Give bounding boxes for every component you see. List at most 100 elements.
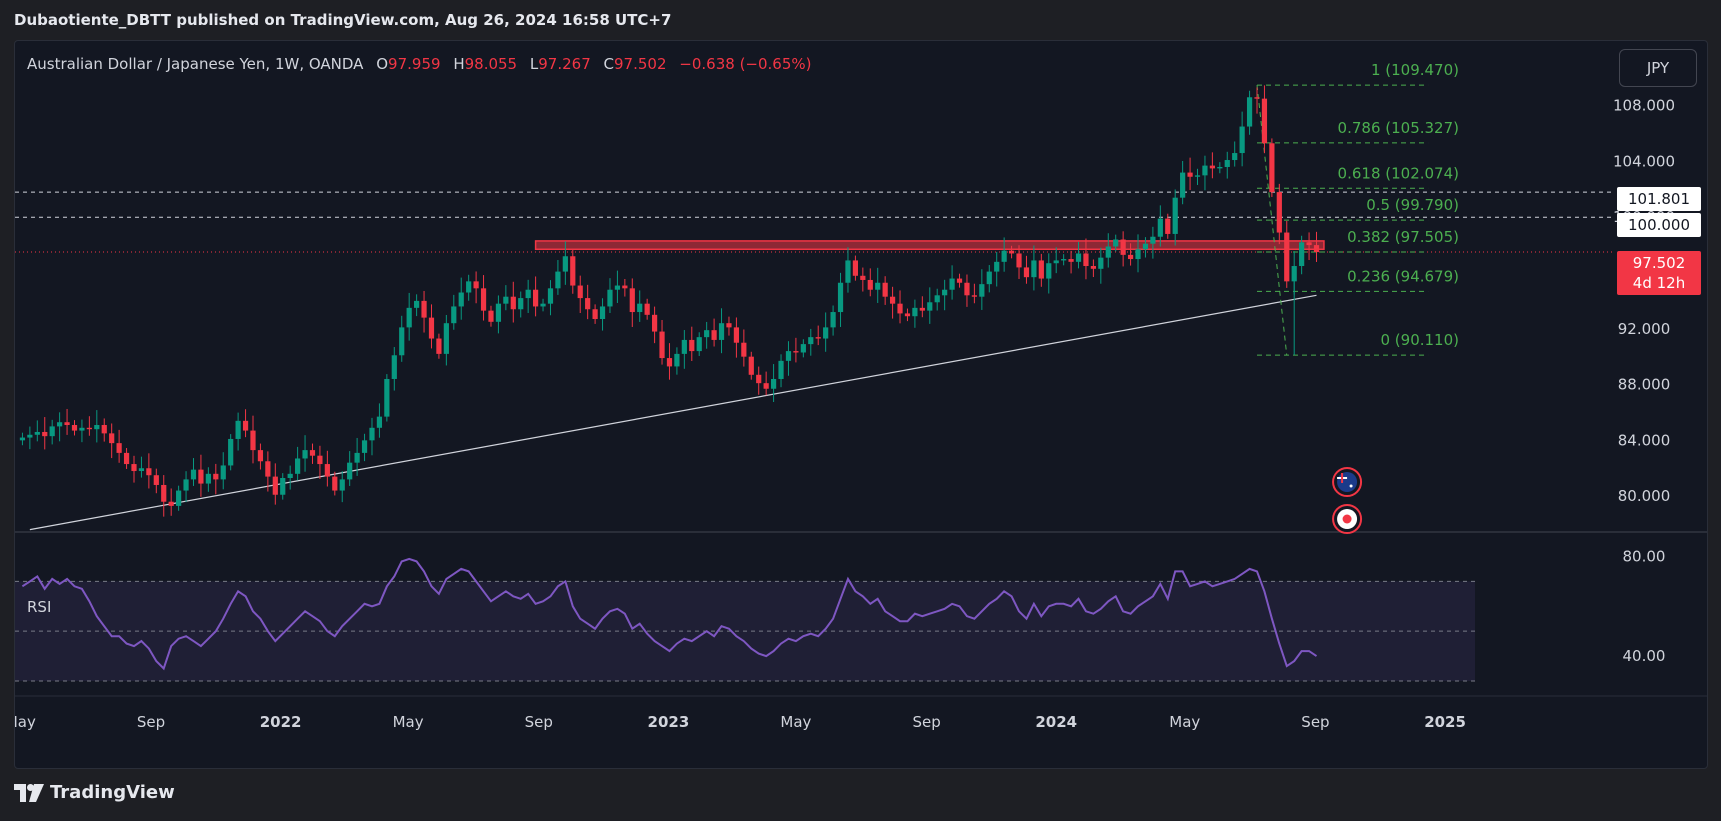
candle[interactable] <box>1075 241 1082 269</box>
candle[interactable] <box>42 417 48 450</box>
candle[interactable] <box>830 305 836 336</box>
candle[interactable] <box>116 429 122 463</box>
candle[interactable] <box>428 304 435 349</box>
candle[interactable] <box>674 347 680 375</box>
candle[interactable] <box>562 241 568 285</box>
candle[interactable] <box>57 412 63 442</box>
candle[interactable] <box>726 316 732 336</box>
candle[interactable] <box>815 325 821 346</box>
candle[interactable] <box>49 419 55 445</box>
candle[interactable] <box>332 471 338 496</box>
candle[interactable] <box>242 409 249 438</box>
candle[interactable] <box>1232 141 1238 167</box>
candle[interactable] <box>666 343 673 380</box>
candle[interactable] <box>1098 247 1104 284</box>
candle[interactable] <box>1001 237 1007 272</box>
candle[interactable] <box>1217 162 1223 174</box>
candle[interactable] <box>183 471 189 503</box>
candle[interactable] <box>1261 85 1268 154</box>
candle[interactable] <box>942 279 948 311</box>
candle[interactable] <box>1127 243 1134 266</box>
rsi-line[interactable] <box>21 557 1318 671</box>
candle[interactable] <box>599 298 606 331</box>
candle[interactable] <box>622 278 628 297</box>
candle[interactable] <box>986 265 992 293</box>
symbol-name[interactable]: Australian Dollar / Japanese Yen, 1W, OA… <box>27 55 364 73</box>
candle[interactable] <box>882 276 888 305</box>
candle[interactable] <box>1306 232 1312 261</box>
candle[interactable] <box>711 318 717 347</box>
candle[interactable] <box>689 326 695 361</box>
candle[interactable] <box>94 410 100 443</box>
candle[interactable] <box>763 371 769 396</box>
candle[interactable] <box>592 304 598 324</box>
australia-flag-icon[interactable] <box>1332 467 1363 497</box>
candle[interactable] <box>1269 138 1275 197</box>
candle[interactable] <box>971 283 977 304</box>
candle[interactable] <box>904 308 911 322</box>
candle[interactable] <box>287 465 293 490</box>
candle[interactable] <box>1090 259 1096 278</box>
candle[interactable] <box>510 281 516 323</box>
candle[interactable] <box>934 288 940 311</box>
candle[interactable] <box>228 434 234 471</box>
candle[interactable] <box>79 419 85 443</box>
candle[interactable] <box>808 328 814 356</box>
candle[interactable] <box>443 314 449 366</box>
candle[interactable] <box>376 403 383 438</box>
candle[interactable] <box>1135 234 1141 273</box>
candle[interactable] <box>785 341 792 376</box>
candle[interactable] <box>1313 231 1320 262</box>
candle[interactable] <box>421 290 427 333</box>
candle[interactable] <box>190 458 197 486</box>
candle[interactable] <box>979 269 985 310</box>
candle[interactable] <box>637 290 643 322</box>
candle[interactable] <box>919 296 925 318</box>
candle[interactable] <box>309 443 316 464</box>
candle[interactable] <box>927 287 933 324</box>
candle[interactable] <box>577 275 583 314</box>
candle[interactable] <box>354 437 360 476</box>
candle[interactable] <box>414 294 420 317</box>
candle[interactable] <box>1150 226 1156 259</box>
candle[interactable] <box>64 408 70 435</box>
candle[interactable] <box>1038 253 1044 287</box>
candle[interactable] <box>659 319 665 365</box>
candle[interactable] <box>860 267 866 292</box>
candle[interactable] <box>1224 151 1230 179</box>
candle[interactable] <box>302 435 308 472</box>
currency-button[interactable]: JPY <box>1619 49 1697 87</box>
candle[interactable] <box>875 267 881 303</box>
candle[interactable] <box>518 291 524 318</box>
candle[interactable] <box>1113 234 1119 252</box>
candle[interactable] <box>696 332 702 356</box>
candle[interactable] <box>1083 238 1089 280</box>
candle[interactable] <box>451 294 457 330</box>
candle[interactable] <box>756 366 762 395</box>
candle[interactable] <box>131 455 137 483</box>
candle[interactable] <box>912 299 918 328</box>
candle[interactable] <box>458 277 464 320</box>
candle[interactable] <box>614 270 621 303</box>
candle[interactable] <box>540 298 546 312</box>
candle[interactable] <box>339 471 345 503</box>
candle[interactable] <box>391 347 397 391</box>
candle[interactable] <box>823 312 829 352</box>
candle[interactable] <box>1187 157 1193 191</box>
candle[interactable] <box>466 274 472 301</box>
candle[interactable] <box>1157 205 1163 247</box>
candle[interactable] <box>778 354 784 388</box>
candle[interactable] <box>852 255 859 281</box>
candle[interactable] <box>399 315 405 362</box>
candle[interactable] <box>101 418 107 442</box>
candle[interactable] <box>607 278 613 314</box>
candle[interactable] <box>361 433 368 462</box>
candle[interactable] <box>1254 87 1260 114</box>
candle[interactable] <box>146 453 152 489</box>
candle[interactable] <box>324 450 330 487</box>
candle[interactable] <box>718 308 725 354</box>
candle[interactable] <box>770 364 777 402</box>
candle[interactable] <box>1120 231 1126 267</box>
candle[interactable] <box>436 333 442 359</box>
candle[interactable] <box>1284 220 1290 288</box>
